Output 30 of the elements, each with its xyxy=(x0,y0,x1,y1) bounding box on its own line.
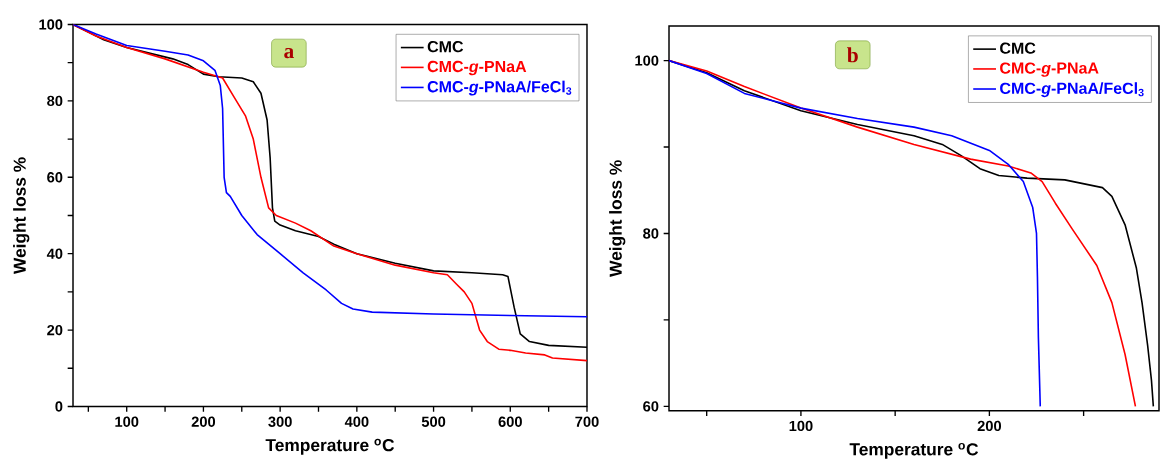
y-tick-label: 40 xyxy=(46,248,63,259)
x-tick-label: 200 xyxy=(191,416,216,427)
y-tick-label: 80 xyxy=(643,228,659,239)
legend-label: CMC xyxy=(1000,42,1036,54)
x-tick-label: 200 xyxy=(977,420,1002,432)
y-tick-label: 20 xyxy=(47,324,63,336)
x-tick-label: 100 xyxy=(115,416,139,427)
x-tick-label: 500 xyxy=(421,416,446,427)
annotation: a xyxy=(284,48,294,59)
y-tick-label: 100 xyxy=(39,19,63,30)
x-tick-label: 400 xyxy=(344,416,369,427)
legend-label: CMC-g-PNaA/FeCl$_{3}$ xyxy=(1000,82,1144,98)
legend-label: CMC xyxy=(427,40,464,53)
y-tick-label: 60 xyxy=(643,401,659,412)
y-axis-title: Weight loss % xyxy=(609,160,626,277)
x-tick-label: 600 xyxy=(498,416,522,427)
x-axis-title: Temperature $^{o}$C xyxy=(265,438,395,455)
y-tick-label: 80 xyxy=(47,95,63,107)
y-tick-label: 60 xyxy=(47,172,63,183)
y-tick-label: 100 xyxy=(635,55,659,66)
x-tick-label: 100 xyxy=(789,420,813,432)
y-tick-label: 0 xyxy=(55,401,63,412)
annotation: b xyxy=(847,47,858,63)
x-tick-label: 300 xyxy=(268,416,292,427)
legend-label: CMC-g-PNaA xyxy=(1000,62,1099,77)
y-axis-title: Weight loss % xyxy=(13,157,30,275)
x-tick-label: 700 xyxy=(575,416,599,427)
x-axis-title: Temperature $^{o}$C xyxy=(849,442,979,459)
legend-label: CMC-g-PNaA xyxy=(427,60,527,76)
legend-label: CMC-g-PNaA/FeCl$_{3}$ xyxy=(427,80,572,96)
